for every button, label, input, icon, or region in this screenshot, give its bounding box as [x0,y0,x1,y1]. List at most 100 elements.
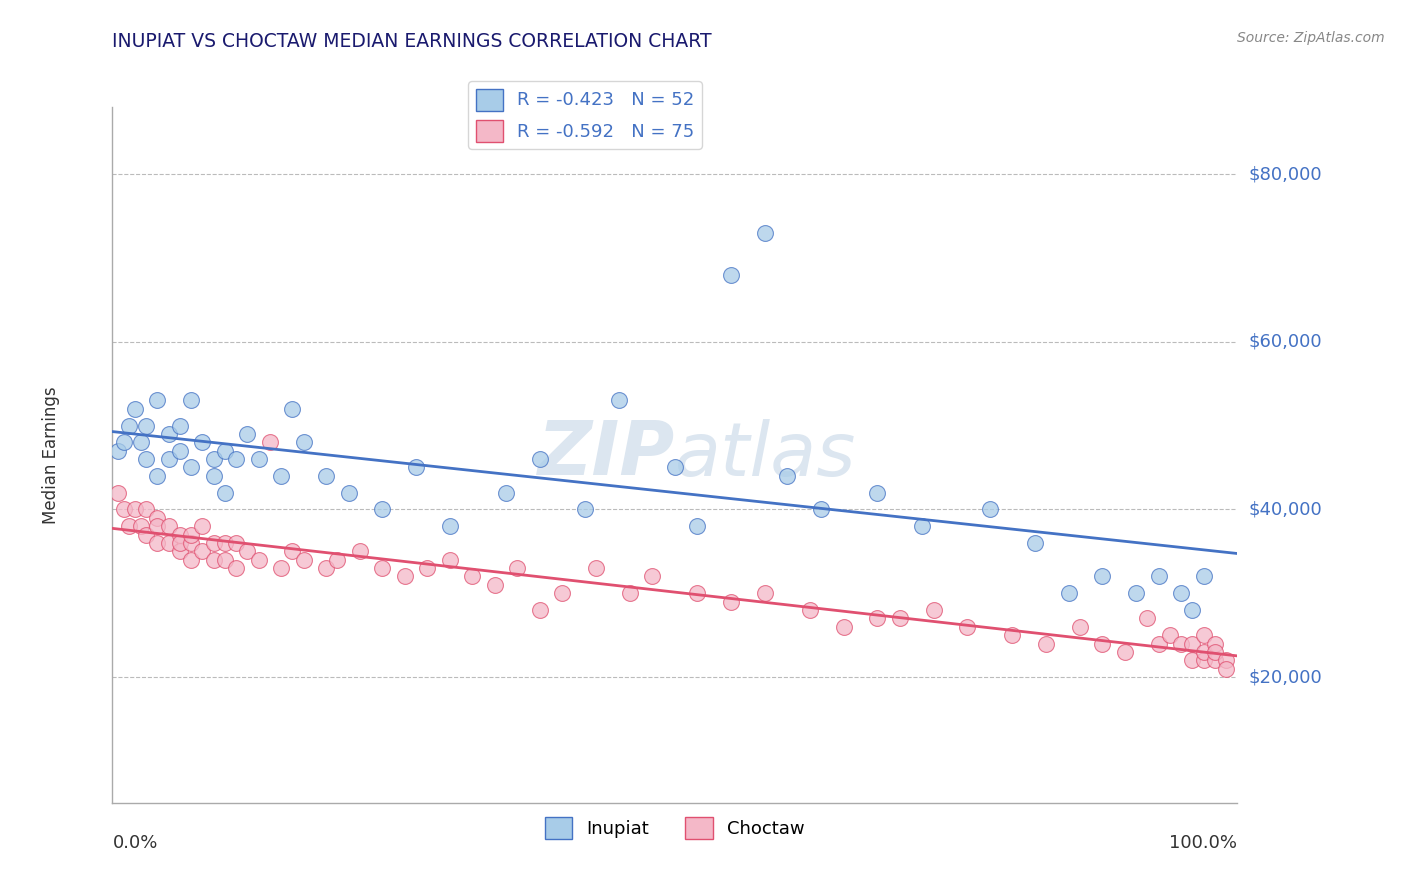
Point [146,536,169,550]
Point [1069,620,1091,634]
Point [146,393,169,408]
Point [1192,653,1215,667]
Point [292,552,315,566]
Point [214,536,236,550]
Point [180,527,202,541]
Point [180,460,202,475]
Point [169,418,191,433]
Point [754,226,776,240]
Point [664,460,686,475]
Point [112,435,135,450]
Point [146,510,169,524]
Point [911,519,934,533]
Point [754,586,776,600]
Point [686,586,709,600]
Point [1215,653,1237,667]
Point [1125,586,1147,600]
Point [799,603,821,617]
Point [118,418,141,433]
Point [349,544,371,558]
Point [146,468,169,483]
Text: 100.0%: 100.0% [1170,834,1237,852]
Point [236,427,259,442]
Point [337,485,360,500]
Point [506,561,529,575]
Point [326,552,349,566]
Text: $80,000: $80,000 [1249,165,1322,183]
Point [169,443,191,458]
Point [461,569,484,583]
Point [202,452,225,467]
Point [247,552,270,566]
Point [1204,653,1226,667]
Point [315,561,337,575]
Point [169,527,191,541]
Point [866,611,889,625]
Point [1181,603,1204,617]
Point [720,594,742,608]
Point [146,519,169,533]
Point [439,519,461,533]
Point [956,620,979,634]
Legend: Inupiat, Choctaw: Inupiat, Choctaw [538,809,811,846]
Point [1204,636,1226,650]
Text: atlas: atlas [675,419,856,491]
Point [1215,662,1237,676]
Point [270,561,292,575]
Point [135,452,157,467]
Point [214,443,236,458]
Point [157,427,180,442]
Point [776,468,799,483]
Text: Source: ZipAtlas.com: Source: ZipAtlas.com [1237,31,1385,45]
Point [574,502,596,516]
Point [1114,645,1136,659]
Text: ZIP: ZIP [537,418,675,491]
Point [129,435,152,450]
Point [371,561,394,575]
Text: $40,000: $40,000 [1249,500,1322,518]
Point [439,552,461,566]
Point [1192,645,1215,659]
Point [225,452,247,467]
Point [191,519,214,533]
Point [135,502,157,516]
Point [1147,569,1170,583]
Point [922,603,945,617]
Point [619,586,641,600]
Point [1192,569,1215,583]
Point [202,552,225,566]
Point [157,536,180,550]
Point [225,561,247,575]
Point [157,452,180,467]
Point [315,468,337,483]
Point [270,468,292,483]
Point [118,519,141,533]
Point [169,536,191,550]
Point [1170,586,1192,600]
Point [832,620,855,634]
Point [107,443,129,458]
Point [866,485,889,500]
Point [112,502,135,516]
Point [585,561,607,575]
Point [191,435,214,450]
Point [810,502,832,516]
Point [1091,636,1114,650]
Point [180,536,202,550]
Text: Median Earnings: Median Earnings [42,386,59,524]
Point [259,435,281,450]
Point [1001,628,1024,642]
Point [202,536,225,550]
Point [180,552,202,566]
Point [529,603,551,617]
Point [484,578,506,592]
Point [1181,636,1204,650]
Point [135,527,157,541]
Point [1136,611,1159,625]
Point [281,401,304,416]
Point [214,552,236,566]
Point [1024,536,1046,550]
Text: 0.0%: 0.0% [112,834,157,852]
Point [1204,645,1226,659]
Text: $60,000: $60,000 [1249,333,1322,351]
